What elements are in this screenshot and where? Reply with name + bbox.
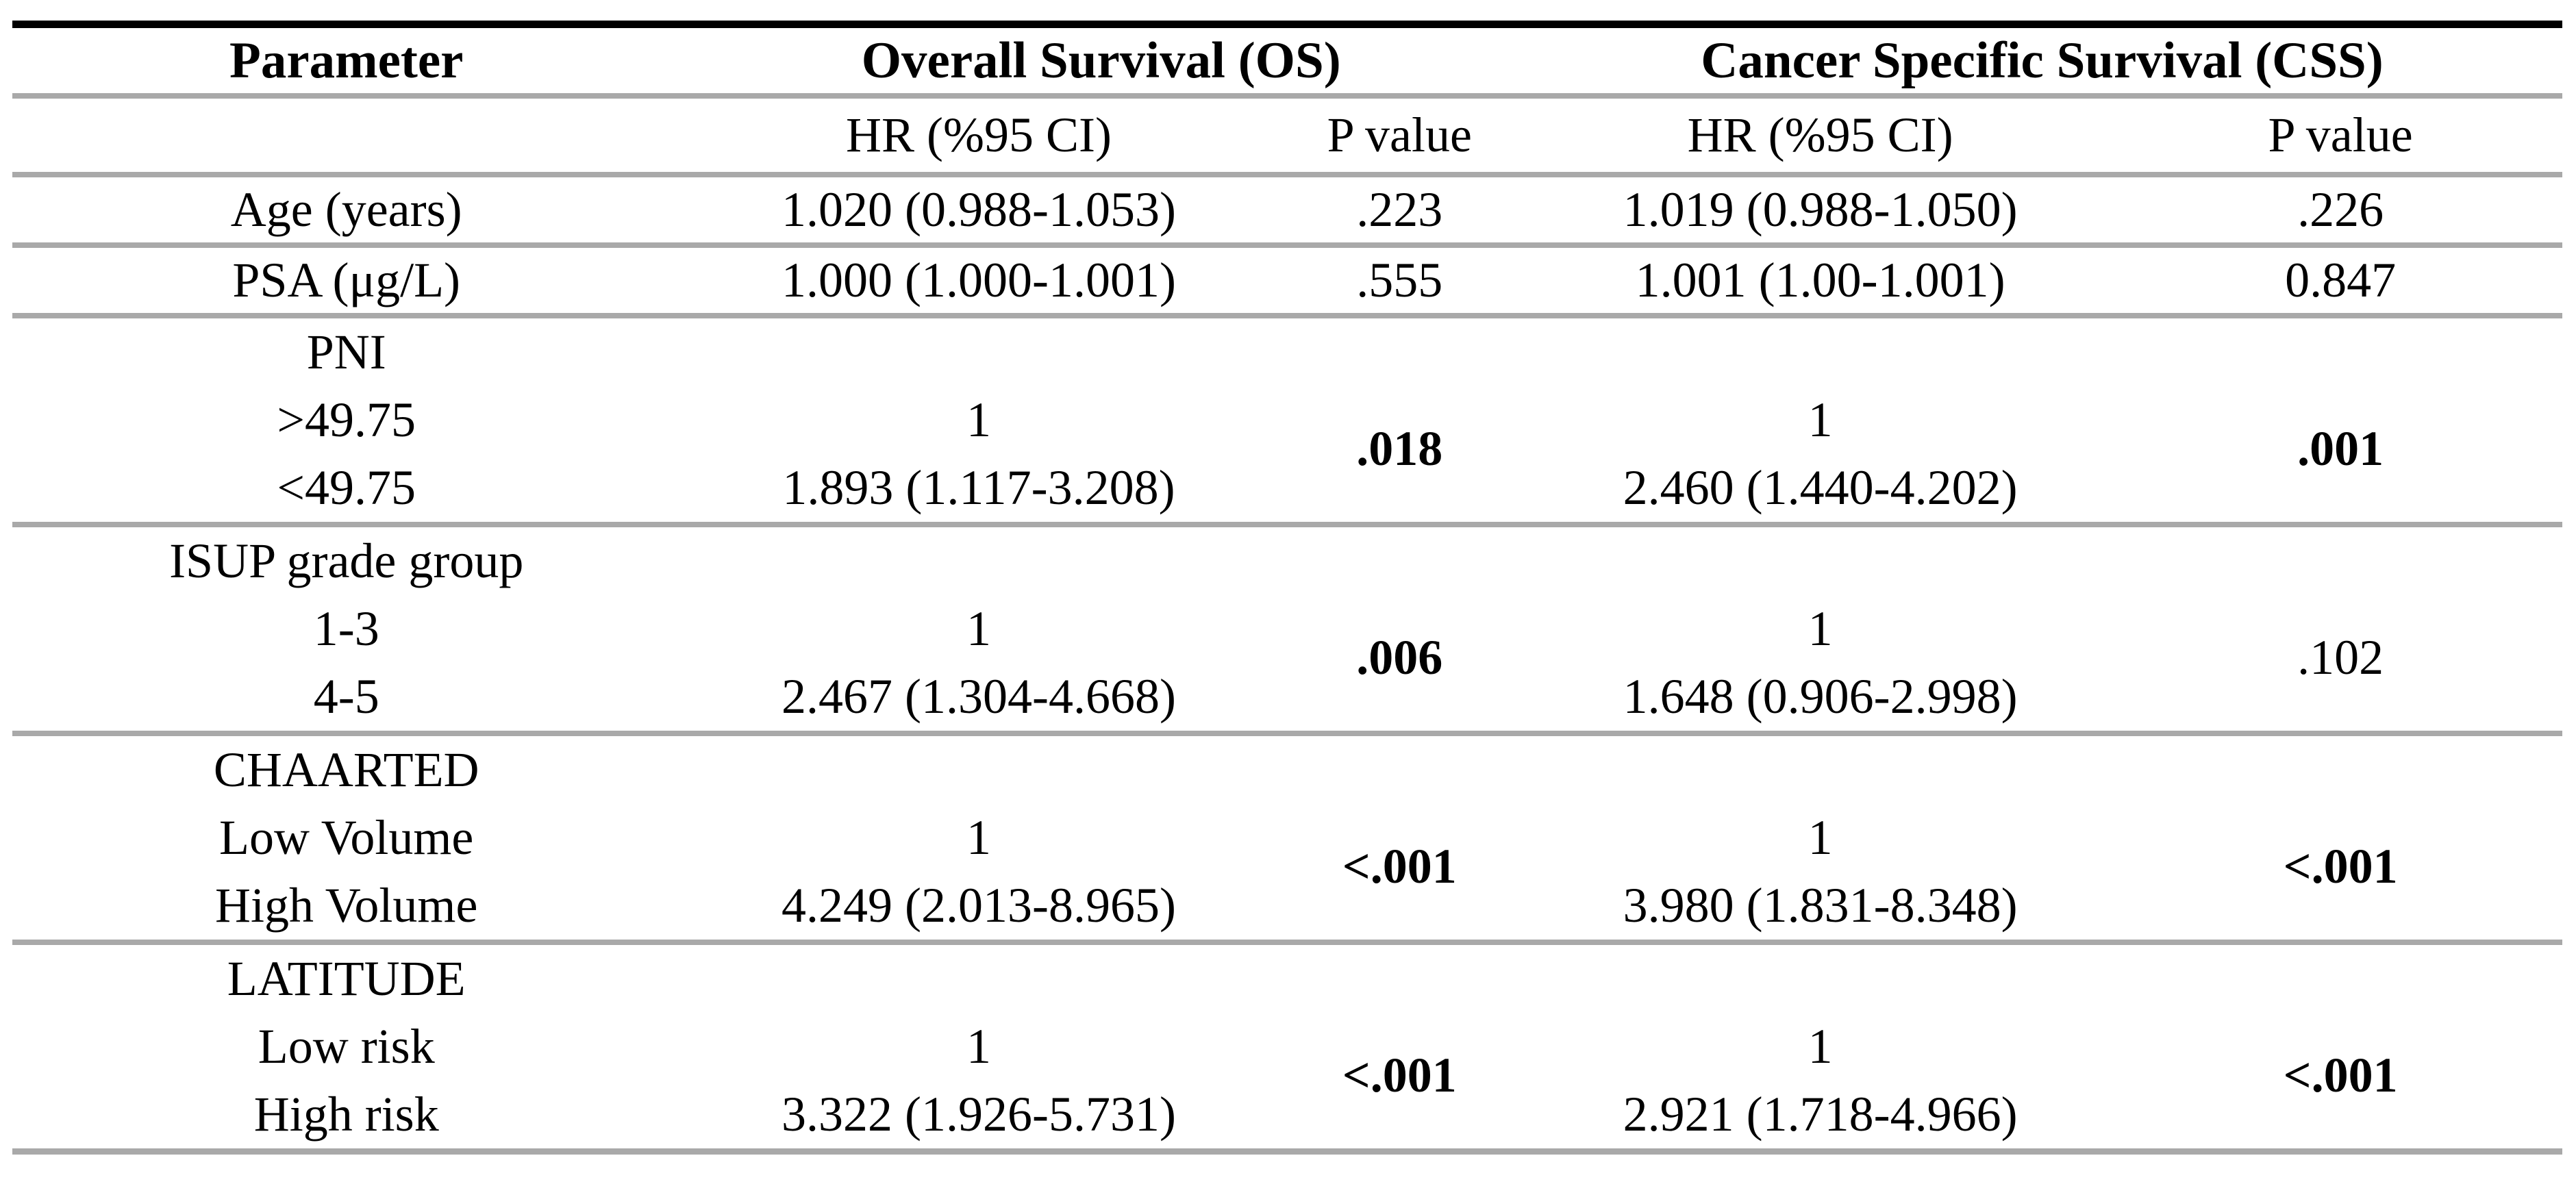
cell-css-hr: 1.001 (1.00-1.001)	[1635, 253, 2005, 307]
group-level-2: High risk	[253, 1087, 439, 1142]
table-header-row: Parameter Overall Survival (OS) Cancer S…	[12, 25, 2562, 96]
cell-css-hr-group: 1 2.921 (1.718-4.966)	[1522, 942, 2118, 1152]
cell-os-pvalue: <.001	[1277, 942, 1522, 1152]
table-row-age: Age (years) 1.020 (0.988-1.053) .223 1.0…	[12, 175, 2562, 245]
group-css-hr-1: 1	[1808, 1019, 1833, 1074]
group-hr-empty	[1522, 945, 2118, 1013]
group-level-1: Low Volume	[219, 810, 474, 865]
group-hr-empty	[680, 527, 1277, 595]
cell-os-hr: 1.000 (1.000-1.001)	[781, 253, 1176, 307]
group-css-hr-2: 1.648 (0.906-2.998)	[1623, 669, 2018, 724]
group-os-hr-1: 1	[966, 1019, 991, 1074]
group-css-pvalue: .001	[2297, 421, 2384, 477]
cell-parameter-group: CHAARTED Low Volume High Volume	[12, 733, 680, 942]
table-row-chaarted: CHAARTED Low Volume High Volume 1 4.249 …	[12, 733, 2562, 942]
group-os-hr-1: 1	[966, 392, 991, 447]
group-css-hr-1: 1	[1808, 810, 1833, 865]
cell-css-pvalue: .226	[2297, 182, 2384, 237]
group-hr-empty	[680, 318, 1277, 386]
group-level-1: Low risk	[258, 1019, 435, 1074]
cell-os-hr-group: 1 3.322 (1.926-5.731)	[680, 942, 1277, 1152]
cell-css-hr-group: 1 3.980 (1.831-8.348)	[1522, 733, 2118, 942]
cell-parameter: Age (years)	[230, 182, 462, 237]
subheader-empty-cell	[12, 96, 680, 175]
group-os-hr-2: 2.467 (1.304-4.668)	[781, 669, 1176, 724]
cell-parameter: PSA (μg/L)	[232, 253, 461, 307]
group-os-pvalue: <.001	[1342, 839, 1457, 894]
group-os-pvalue: <.001	[1342, 1048, 1457, 1103]
group-level-2: 4-5	[313, 669, 379, 724]
cell-os-hr-group: 1 1.893 (1.117-3.208)	[680, 316, 1277, 525]
subheader-css-pvalue: P value	[2268, 108, 2413, 162]
cell-parameter-group: LATITUDE Low risk High risk	[12, 942, 680, 1152]
group-name: CHAARTED	[213, 742, 479, 797]
table-row-isup-grade-group: ISUP grade group 1-3 4-5 1 2.467 (1.304-…	[12, 525, 2562, 733]
group-name: ISUP grade group	[169, 533, 524, 588]
group-os-pvalue: .018	[1356, 421, 1443, 477]
group-css-pvalue: <.001	[2283, 1048, 2398, 1103]
group-os-hr-2: 1.893 (1.117-3.208)	[782, 460, 1175, 515]
group-os-hr-1: 1	[966, 810, 991, 865]
group-level-1: >49.75	[277, 392, 416, 447]
table-row-psa: PSA (μg/L) 1.000 (1.000-1.001) .555 1.00…	[12, 245, 2562, 316]
cell-os-hr: 1.020 (0.988-1.053)	[781, 182, 1176, 237]
group-css-hr-1: 1	[1808, 392, 1833, 447]
group-os-hr-2: 4.249 (2.013-8.965)	[781, 878, 1176, 933]
cell-parameter-group: PNI >49.75 <49.75	[12, 316, 680, 525]
group-css-hr-1: 1	[1808, 601, 1833, 656]
group-os-hr-1: 1	[966, 601, 991, 656]
group-hr-empty	[1522, 736, 2118, 804]
header-parameter: Parameter	[229, 32, 464, 89]
table-row-latitude: LATITUDE Low risk High risk 1 3.322 (1.9…	[12, 942, 2562, 1152]
cell-css-hr-group: 1 2.460 (1.440-4.202)	[1522, 316, 2118, 525]
table-container: Parameter Overall Survival (OS) Cancer S…	[12, 21, 2562, 1155]
cell-css-hr: 1.019 (0.988-1.050)	[1623, 182, 2018, 237]
group-css-hr-2: 2.921 (1.718-4.966)	[1623, 1087, 2018, 1142]
group-hr-empty	[1522, 318, 2118, 386]
group-level-2: High Volume	[215, 878, 478, 933]
cell-os-pvalue: .018	[1277, 316, 1522, 525]
cell-css-pvalue: <.001	[2118, 942, 2562, 1152]
group-hr-empty	[680, 736, 1277, 804]
group-os-hr-2: 3.322 (1.926-5.731)	[781, 1087, 1176, 1142]
group-name: PNI	[306, 325, 386, 379]
group-css-hr-2: 2.460 (1.440-4.202)	[1623, 460, 2018, 515]
cox-regression-table: Parameter Overall Survival (OS) Cancer S…	[12, 21, 2562, 1155]
header-cancer-specific-survival: Cancer Specific Survival (CSS)	[1701, 32, 2384, 89]
cell-os-pvalue: .555	[1356, 253, 1443, 307]
group-hr-empty	[680, 945, 1277, 1013]
table-subheader-row: HR (%95 CI) P value HR (%95 CI) P value	[12, 96, 2562, 175]
table-row-pni: PNI >49.75 <49.75 1 1.893 (1.117-3.208) …	[12, 316, 2562, 525]
cell-os-pvalue: .006	[1277, 525, 1522, 733]
subheader-os-hr: HR (%95 CI)	[846, 108, 1112, 162]
cell-css-pvalue: .102	[2118, 525, 2562, 733]
group-name: LATITUDE	[227, 951, 466, 1006]
group-level-1: 1-3	[313, 601, 379, 656]
subheader-os-pvalue: P value	[1327, 108, 1472, 162]
group-css-hr-2: 3.980 (1.831-8.348)	[1623, 878, 2018, 933]
group-level-2: <49.75	[277, 460, 416, 515]
cell-css-hr-group: 1 1.648 (0.906-2.998)	[1522, 525, 2118, 733]
cell-os-hr-group: 1 2.467 (1.304-4.668)	[680, 525, 1277, 733]
group-css-pvalue: <.001	[2283, 839, 2398, 894]
cell-os-pvalue: .223	[1356, 182, 1443, 237]
cell-css-pvalue: 0.847	[2285, 253, 2397, 307]
group-hr-empty	[1522, 527, 2118, 595]
cell-os-hr-group: 1 4.249 (2.013-8.965)	[680, 733, 1277, 942]
cell-os-pvalue: <.001	[1277, 733, 1522, 942]
header-overall-survival: Overall Survival (OS)	[861, 32, 1341, 89]
group-os-pvalue: .006	[1356, 630, 1443, 685]
cell-css-pvalue: .001	[2118, 316, 2562, 525]
cell-parameter-group: ISUP grade group 1-3 4-5	[12, 525, 680, 733]
group-css-pvalue: .102	[2297, 630, 2384, 685]
cell-css-pvalue: <.001	[2118, 733, 2562, 942]
subheader-css-hr: HR (%95 CI)	[1687, 108, 1953, 162]
